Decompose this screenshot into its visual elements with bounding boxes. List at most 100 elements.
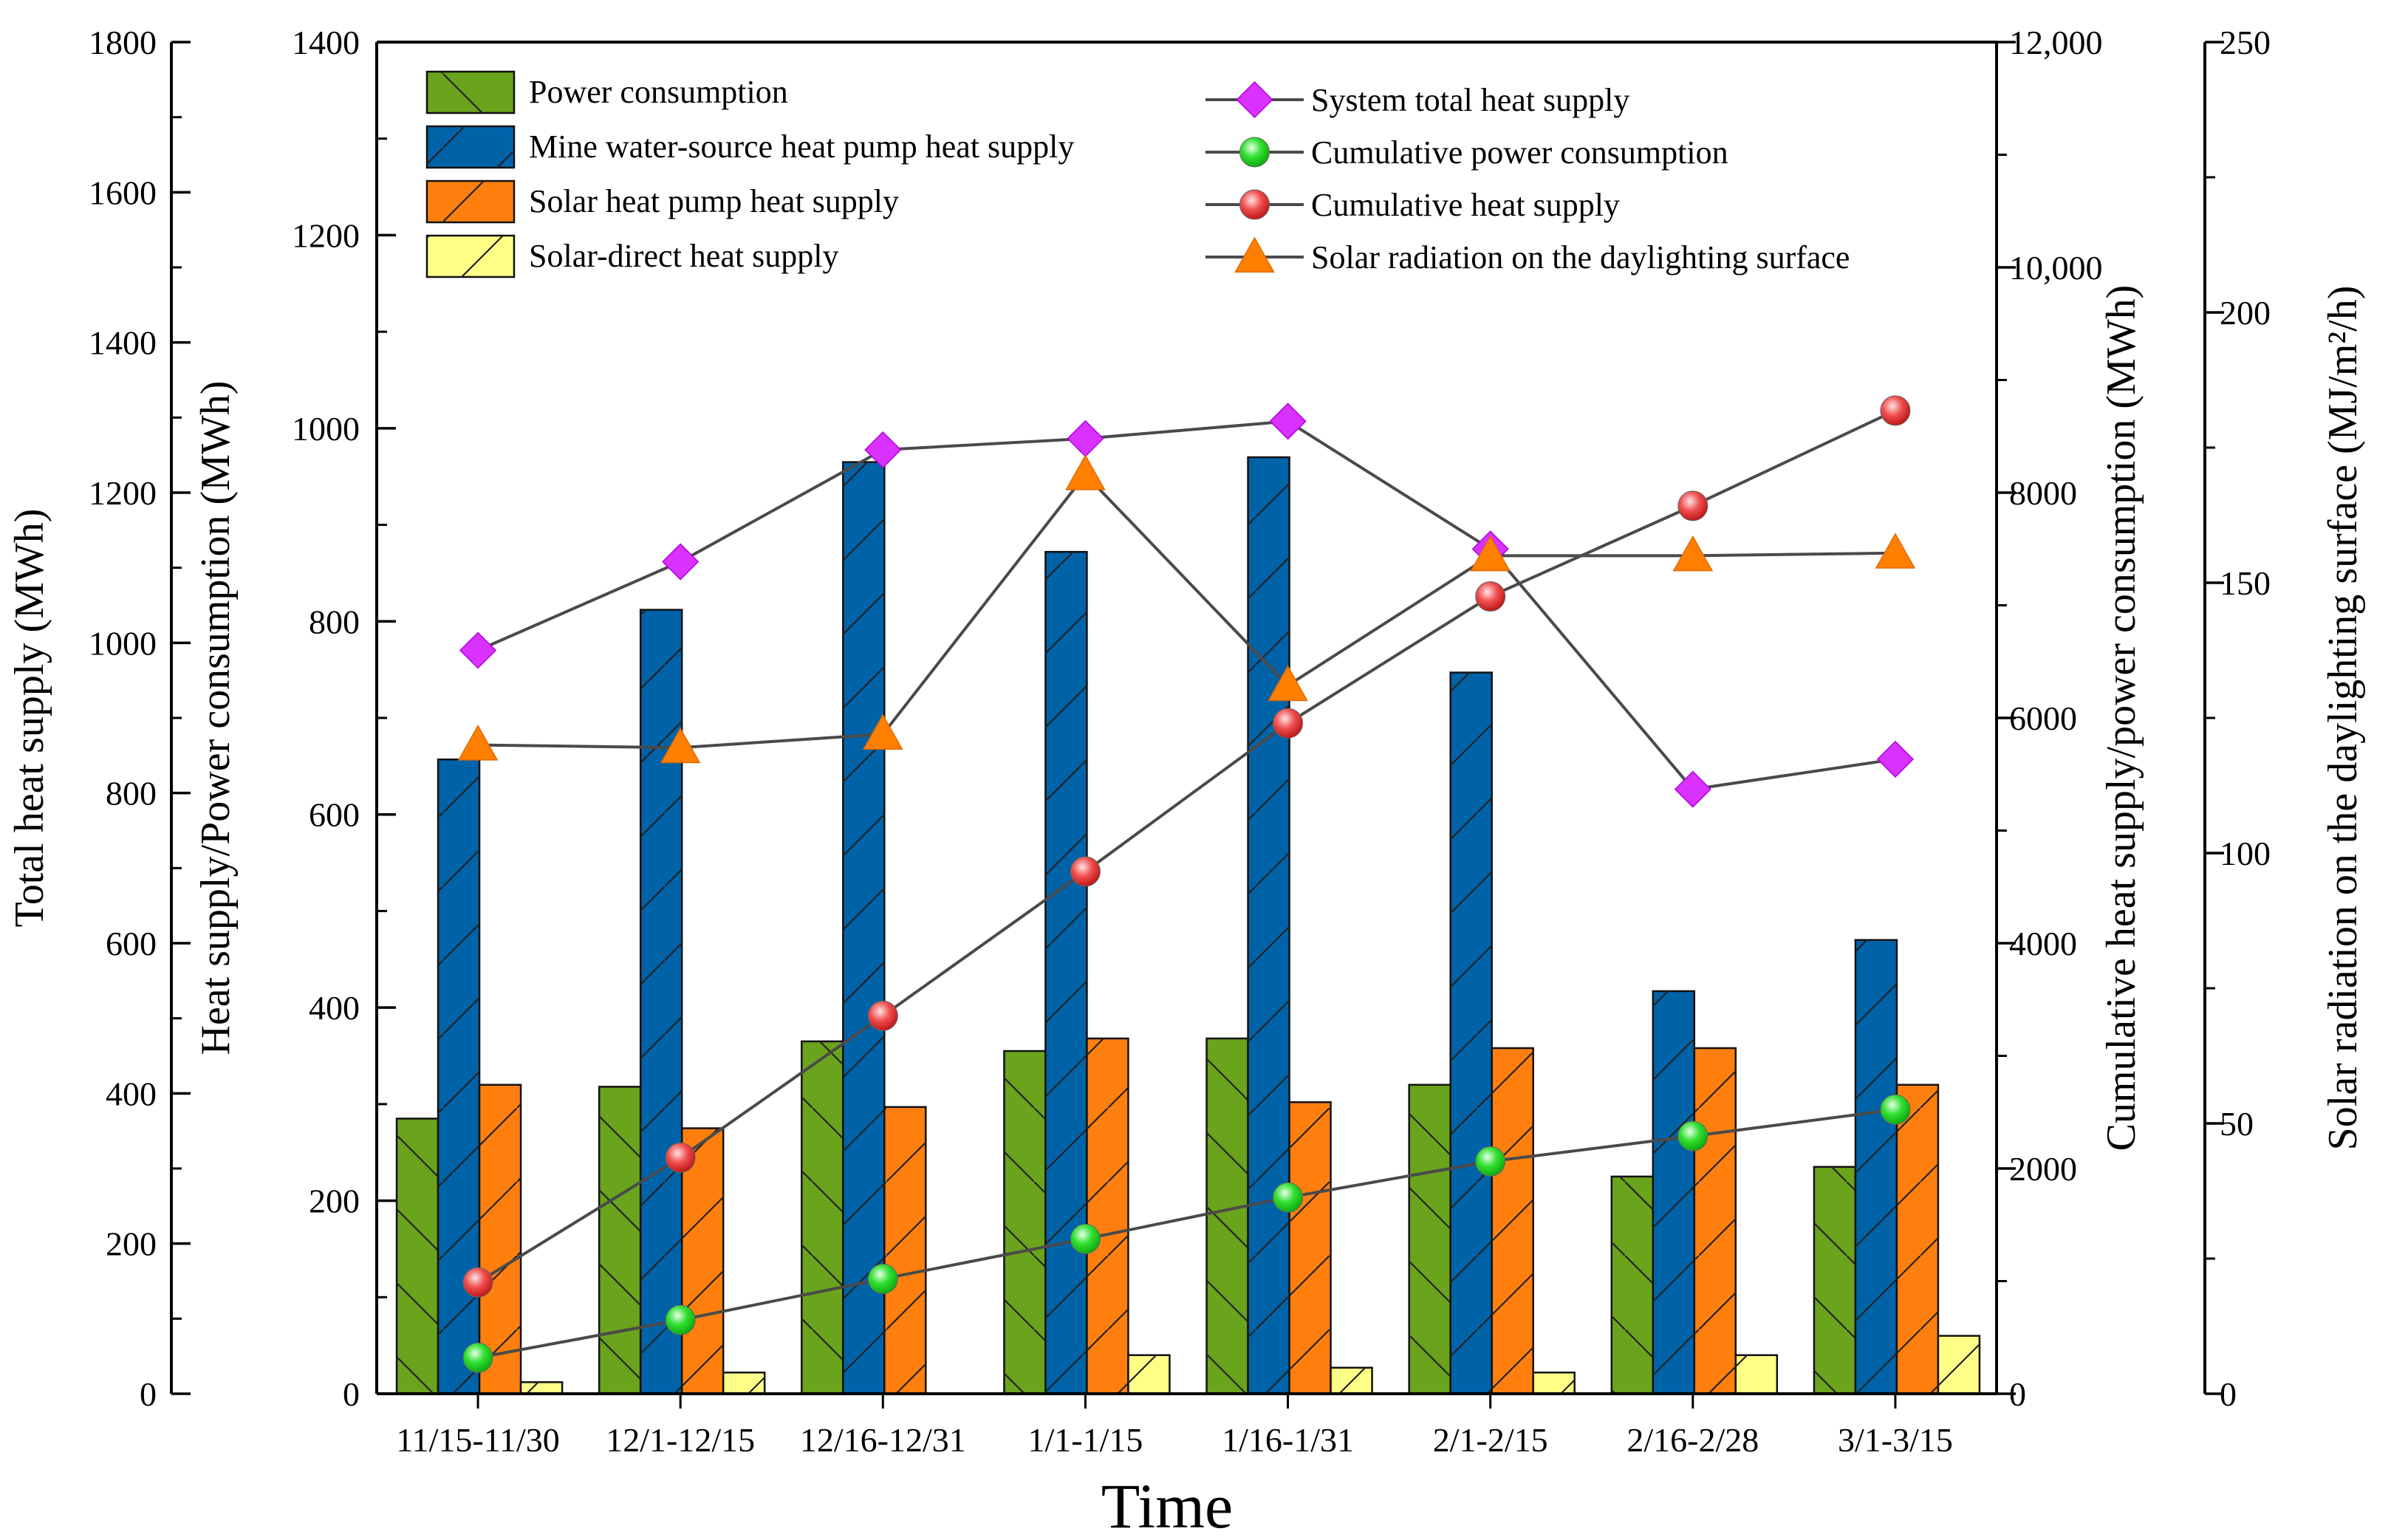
legend-label: Cumulative heat supply	[1311, 187, 1620, 223]
bar-3-4	[1086, 1037, 1129, 1395]
lines-layer	[477, 409, 1896, 1360]
bar-hatch	[1855, 940, 1897, 1394]
point-4-8	[1875, 533, 1916, 569]
bar-2-5	[1247, 456, 1290, 1395]
bar-2-7	[1652, 990, 1696, 1395]
left_outer-tick-label: 800	[106, 775, 157, 812]
bar-2-6	[1449, 671, 1493, 1395]
right_inner-tick-label: 2000	[2009, 1150, 2077, 1188]
bar-hatch	[1652, 990, 1694, 1394]
bar-hatch	[1813, 1166, 1855, 1394]
bar-3-3	[883, 1106, 927, 1395]
point-4-4	[1065, 454, 1106, 490]
legend-item-bar-4: Solar-direct heat supply	[425, 234, 838, 278]
bar-4-1	[519, 1381, 564, 1395]
x-tick-label: 1/1-1/15	[1027, 1421, 1143, 1459]
right_outer-tick-label: 150	[2220, 564, 2271, 602]
right_inner-tick-label: 4000	[2009, 925, 2077, 962]
legend-swatch-hatch	[427, 236, 514, 277]
x-tick-label: 11/15-11/30	[396, 1421, 559, 1459]
point-2-3	[867, 1263, 898, 1294]
bar-hatch	[801, 1041, 844, 1394]
bar-1-4	[1003, 1050, 1047, 1395]
left_outer-tick-label: 1000	[89, 624, 157, 662]
bar-4-8	[1937, 1335, 1981, 1395]
bar-hatch	[1533, 1372, 1575, 1394]
point-2-7	[1677, 1120, 1708, 1151]
bar-4-6	[1532, 1371, 1576, 1395]
bar-hatch	[521, 1382, 563, 1394]
point-2-5	[1273, 1182, 1304, 1213]
bar-hatch	[1937, 1335, 1980, 1394]
point-2-4	[1070, 1223, 1101, 1254]
point-1-5	[1269, 403, 1307, 440]
point-3-5	[1273, 708, 1304, 739]
right_outer-tick-label: 50	[2220, 1105, 2254, 1143]
legend-label: Solar heat pump heat supply	[529, 183, 899, 219]
legend-marker	[1236, 81, 1273, 119]
bar-3-7	[1693, 1047, 1737, 1395]
point-3-2	[665, 1142, 696, 1173]
left_inner-tick-label: 1400	[292, 24, 360, 61]
point-1-2	[662, 543, 699, 581]
legend-label: System total heat supply	[1311, 82, 1629, 118]
right_inner-tick-label: 10,000	[2009, 249, 2103, 287]
bar-4-5	[1330, 1366, 1373, 1395]
bar-2-3	[842, 461, 886, 1395]
legend-marker	[1239, 189, 1270, 220]
point-2-1	[462, 1342, 493, 1373]
point-4-7	[1672, 535, 1714, 572]
point-1-7	[1674, 770, 1711, 808]
bar-hatch	[397, 1118, 439, 1394]
x-tick-label: 3/1-3/15	[1838, 1421, 1953, 1459]
series-line-2	[477, 1108, 1896, 1360]
right_outer-tick-label: 100	[2220, 835, 2271, 872]
bar-hatch	[1450, 672, 1492, 1394]
legend-label: Cumulative power consumption	[1311, 134, 1728, 171]
bar-hatch	[1611, 1176, 1653, 1394]
left_inner-tick-label: 1000	[292, 410, 360, 448]
legend-swatch-hatch	[427, 72, 514, 113]
bar-hatch	[1735, 1355, 1777, 1394]
left_inner-tick-label: 600	[309, 796, 360, 834]
x-tick-label: 12/1-12/15	[606, 1421, 755, 1459]
point-2-6	[1475, 1146, 1506, 1177]
bar-2-2	[639, 609, 683, 1395]
point-1-8	[1876, 740, 1915, 778]
left_outer-tick-label: 1600	[89, 174, 157, 211]
bar-3-2	[680, 1127, 725, 1395]
bar-hatch	[640, 609, 683, 1394]
legend-swatch-hatch	[427, 181, 514, 222]
legend: Power consumption Mine water-source heat …	[425, 70, 1850, 278]
right_inner-tick-label: 6000	[2009, 699, 2077, 737]
point-4-5	[1268, 665, 1308, 702]
bar-hatch	[438, 759, 480, 1394]
bar-hatch	[1206, 1038, 1248, 1394]
left_inner-tick-label: 1200	[292, 216, 360, 254]
bar-hatch	[843, 462, 885, 1394]
bar-hatch	[1087, 1038, 1129, 1394]
bar-1-7	[1610, 1175, 1655, 1395]
x-tick-label: 2/16-2/28	[1627, 1421, 1759, 1459]
x-axis-title: Time	[1101, 1471, 1233, 1540]
left_outer-axis-title: Total heat supply (MWh)	[7, 509, 52, 928]
legend-item-line-4: Solar radiation on the daylighting surfa…	[1205, 236, 1850, 276]
markers-layer	[457, 395, 1916, 1373]
bar-2-8	[1854, 939, 1898, 1395]
point-2-2	[665, 1304, 696, 1335]
right_inner-tick-label: 0	[2009, 1375, 2026, 1413]
legend-marker	[1234, 236, 1275, 273]
bar-2-1	[437, 758, 481, 1395]
bar-1-3	[801, 1040, 844, 1395]
legend-marker	[1239, 137, 1270, 168]
right_inner-tick-label: 8000	[2009, 474, 2077, 512]
bar-hatch	[884, 1106, 926, 1394]
bar-4-7	[1734, 1354, 1779, 1395]
bar-hatch	[1128, 1355, 1170, 1394]
point-4-2	[660, 727, 701, 764]
x-tick-label: 2/1-2/15	[1433, 1421, 1548, 1459]
right_inner-tick-label: 12,000	[2009, 24, 2103, 61]
legend-label: Power consumption	[529, 74, 788, 110]
